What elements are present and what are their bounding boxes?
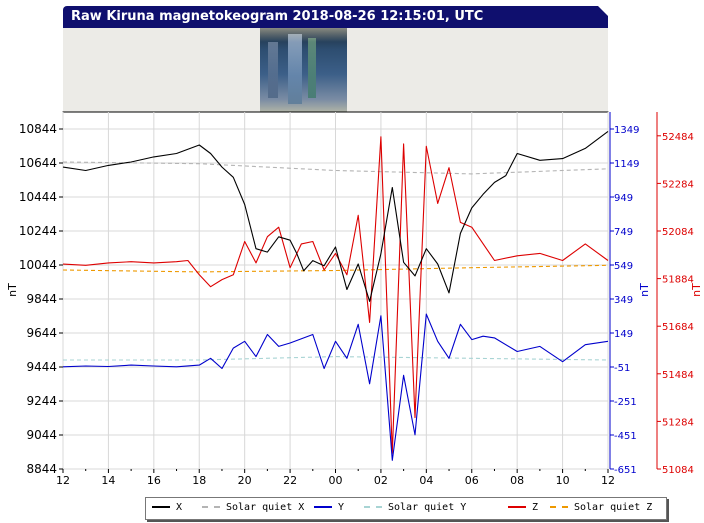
left-y-tick-label: 10244	[19, 224, 57, 238]
x-tick-label: 22	[283, 474, 297, 487]
chart-title: Raw Kiruna magnetokeogram 2018-08-26 12:…	[71, 9, 484, 24]
left-y-tick-label: 9044	[26, 428, 57, 442]
legend-item-z: Z	[508, 501, 538, 515]
x-tick-label: 16	[147, 474, 161, 487]
right1-y-tick-label: 349	[614, 295, 633, 306]
right2-y-tick-label: 52484	[662, 132, 694, 143]
right1-y-tick-label: -651	[614, 465, 637, 476]
series-y	[62, 313, 609, 461]
x-tick-label: 08	[510, 474, 524, 487]
right1-y-tick-label: 1149	[614, 159, 639, 170]
left-y-tick-label: 10044	[19, 258, 57, 272]
right-axis-2-title: nT	[690, 283, 703, 297]
right2-y-tick-label: 51484	[662, 370, 694, 381]
right2-y-tick-label: 52284	[662, 179, 694, 190]
x-tick-label: 04	[419, 474, 433, 487]
x-tick-label: 12	[601, 474, 615, 487]
right2-y-tick-label: 51284	[662, 417, 694, 428]
right2-y-tick-label: 51884	[662, 275, 694, 286]
series-z	[62, 136, 609, 454]
legend-label: Solar quiet Y	[388, 502, 467, 513]
axes: 12 14 16 18 20 22 00 02 04 06 08 10 1288449044924494…	[6, 112, 703, 487]
title-bar-corner	[598, 6, 608, 16]
legend-item-y: Y	[314, 501, 344, 515]
left-axis-title: nT	[6, 283, 19, 297]
right2-y-tick-label: 52084	[662, 227, 694, 238]
x-tick-label: 10	[556, 474, 570, 487]
legend-label: Y	[338, 502, 345, 513]
right2-y-tick-label: 51084	[662, 465, 694, 476]
x-tick-label: 02	[374, 474, 388, 487]
legend-swatch	[364, 506, 382, 508]
right2-y-tick-label: 51684	[662, 322, 694, 333]
aurora-streak	[288, 34, 302, 104]
x-tick-label: 14	[101, 474, 115, 487]
aurora-streak	[308, 38, 316, 98]
x-tick-label: 18	[192, 474, 206, 487]
all-sky-camera-image	[260, 28, 347, 112]
x-tick-label: 20	[238, 474, 252, 487]
left-y-tick-label: 9844	[26, 292, 57, 306]
right1-y-tick-label: 949	[614, 193, 633, 204]
x-tick-label: 06	[465, 474, 479, 487]
left-y-tick-label: 8844	[26, 462, 57, 476]
legend-swatch	[202, 506, 220, 508]
x-tick-label: 12	[56, 474, 70, 487]
left-y-tick-label: 10444	[19, 190, 57, 204]
right1-y-tick-label: 1349	[614, 125, 639, 136]
right1-y-tick-label: -51	[614, 363, 630, 374]
sky-glow	[260, 28, 347, 42]
legend-label: Z	[532, 502, 539, 513]
right-axis-1-title: nT	[638, 283, 651, 297]
legend-item-solar-quiet-z: Solar quiet Z	[550, 501, 652, 515]
legend-label: Solar quiet X	[226, 502, 305, 513]
legend-swatch	[550, 506, 568, 508]
legend-item-solar-quiet-y: Solar quiet Y	[364, 501, 466, 515]
legend-label: X	[176, 502, 183, 513]
grid-lines	[62, 111, 609, 470]
x-tick-label: 00	[329, 474, 343, 487]
legend-item-solar-quiet-x: Solar quiet X	[202, 501, 304, 515]
chart-title-bar: Raw Kiruna magnetokeogram 2018-08-26 12:…	[63, 6, 608, 28]
legend-item-x: X	[152, 501, 182, 515]
legend-swatch	[314, 506, 332, 508]
legend-label: Solar quiet Z	[574, 502, 653, 513]
right1-y-tick-label: -451	[614, 431, 637, 442]
legend-swatch	[508, 506, 526, 508]
left-y-tick-label: 10644	[19, 156, 57, 170]
legend-swatch	[152, 506, 170, 508]
right1-y-tick-label: 749	[614, 227, 633, 238]
aurora-streak	[268, 42, 278, 98]
right1-y-tick-label: 149	[614, 329, 633, 340]
chart-legend: X Solar quiet X Y Solar quiet Y Z Solar quiet…	[145, 497, 667, 520]
left-y-tick-label: 9244	[26, 394, 57, 408]
left-y-tick-label: 9644	[26, 326, 57, 340]
right1-y-tick-label: -251	[614, 397, 637, 408]
series-lines	[62, 130, 609, 461]
right1-y-tick-label: 549	[614, 261, 633, 272]
left-y-tick-label: 9444	[26, 360, 57, 374]
series-x	[62, 130, 609, 302]
left-y-tick-label: 10844	[19, 122, 57, 136]
